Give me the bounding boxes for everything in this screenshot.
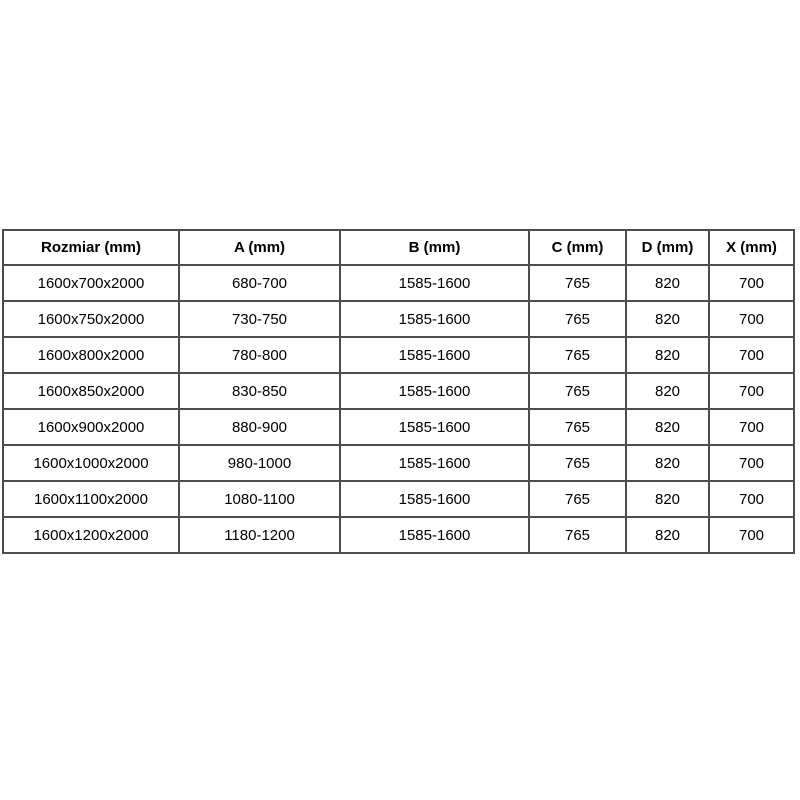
table-cell: 820 xyxy=(625,516,710,554)
table-row: 1600x1000x2000 980-1000 1585-1600 765 820 700 xyxy=(2,444,795,482)
table-cell: 700 xyxy=(708,372,795,410)
table-cell: 1600x800x2000 xyxy=(2,336,180,374)
table-cell: 700 xyxy=(708,336,795,374)
column-header-d: D (mm) xyxy=(625,229,710,266)
table-cell: 780-800 xyxy=(178,336,341,374)
table-body: 1600x700x2000 680-700 1585-1600 765 820 700 16… xyxy=(2,264,795,554)
table-row: 1600x800x2000 780-800 1585-1600 765 820 700 xyxy=(2,336,795,374)
table-cell: 700 xyxy=(708,480,795,518)
table-row: 1600x900x2000 880-900 1585-1600 765 820 700 xyxy=(2,408,795,446)
table-cell: 820 xyxy=(625,480,710,518)
table-cell: 700 xyxy=(708,408,795,446)
dimensions-table-container: Rozmiar (mm) A (mm) B (mm) C (mm) D (mm) X (m… xyxy=(2,229,795,554)
table-cell: 765 xyxy=(528,408,627,446)
table-cell: 765 xyxy=(528,372,627,410)
table-cell: 765 xyxy=(528,444,627,482)
table-cell: 820 xyxy=(625,408,710,446)
table-cell: 700 xyxy=(708,516,795,554)
table-row: 1600x750x2000 730-750 1585-1600 765 820 700 xyxy=(2,300,795,338)
table-cell: 700 xyxy=(708,300,795,338)
table-cell: 1585-1600 xyxy=(339,480,530,518)
table-cell: 765 xyxy=(528,516,627,554)
table-row: 1600x700x2000 680-700 1585-1600 765 820 700 xyxy=(2,264,795,302)
table-cell: 880-900 xyxy=(178,408,341,446)
table-cell: 1080-1100 xyxy=(178,480,341,518)
table-cell: 820 xyxy=(625,444,710,482)
column-header-x: X (mm) xyxy=(708,229,795,266)
table-cell: 765 xyxy=(528,300,627,338)
table-cell: 765 xyxy=(528,336,627,374)
table-cell: 830-850 xyxy=(178,372,341,410)
table-cell: 1600x700x2000 xyxy=(2,264,180,302)
table-cell: 1600x1000x2000 xyxy=(2,444,180,482)
table-cell: 1600x1200x2000 xyxy=(2,516,180,554)
table-cell: 1585-1600 xyxy=(339,444,530,482)
table-cell: 980-1000 xyxy=(178,444,341,482)
table-cell: 765 xyxy=(528,264,627,302)
table-cell: 1585-1600 xyxy=(339,336,530,374)
table-cell: 1180-1200 xyxy=(178,516,341,554)
table-cell: 820 xyxy=(625,336,710,374)
table-cell: 1585-1600 xyxy=(339,408,530,446)
table-cell: 1585-1600 xyxy=(339,372,530,410)
table-row: 1600x1200x2000 1180-1200 1585-1600 765 820 70… xyxy=(2,516,795,554)
column-header-c: C (mm) xyxy=(528,229,627,266)
table-cell: 700 xyxy=(708,264,795,302)
table-cell: 680-700 xyxy=(178,264,341,302)
table-cell: 820 xyxy=(625,264,710,302)
table-cell: 820 xyxy=(625,372,710,410)
table-header-row: Rozmiar (mm) A (mm) B (mm) C (mm) D (mm) X (m… xyxy=(2,229,795,266)
table-cell: 730-750 xyxy=(178,300,341,338)
table-cell: 765 xyxy=(528,480,627,518)
table-cell: 700 xyxy=(708,444,795,482)
table-cell: 1600x750x2000 xyxy=(2,300,180,338)
column-header-a: A (mm) xyxy=(178,229,341,266)
table-cell: 1600x900x2000 xyxy=(2,408,180,446)
table-cell: 1585-1600 xyxy=(339,264,530,302)
table-cell: 1600x850x2000 xyxy=(2,372,180,410)
table-cell: 1585-1600 xyxy=(339,300,530,338)
table-row: 1600x850x2000 830-850 1585-1600 765 820 700 xyxy=(2,372,795,410)
column-header-rozmiar: Rozmiar (mm) xyxy=(2,229,180,266)
column-header-b: B (mm) xyxy=(339,229,530,266)
table-cell: 820 xyxy=(625,300,710,338)
table-row: 1600x1100x2000 1080-1100 1585-1600 765 820 70… xyxy=(2,480,795,518)
dimensions-table: Rozmiar (mm) A (mm) B (mm) C (mm) D (mm) X (m… xyxy=(2,229,795,554)
table-cell: 1600x1100x2000 xyxy=(2,480,180,518)
table-cell: 1585-1600 xyxy=(339,516,530,554)
